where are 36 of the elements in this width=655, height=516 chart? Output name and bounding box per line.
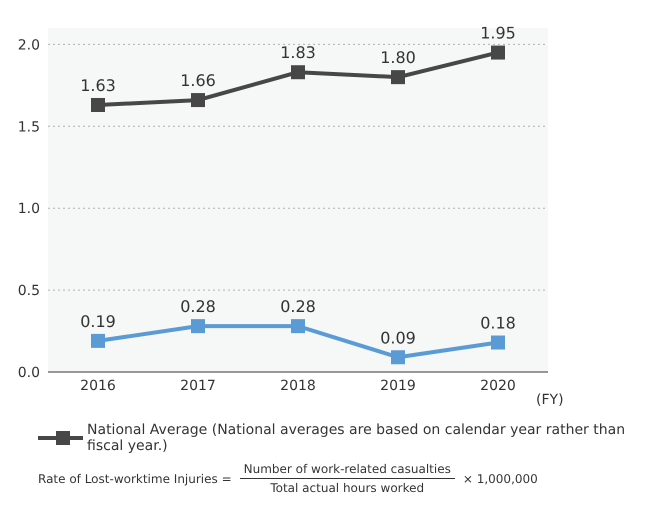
data-label: 1.80: [380, 48, 416, 68]
x-tick-label: 2018: [280, 378, 316, 394]
x-tick-label: 2019: [380, 378, 416, 394]
point: [391, 70, 405, 84]
point: [191, 319, 205, 334]
data-label: 1.63: [80, 76, 116, 95]
text: Rate of Lost-worktime Injuries =: [38, 472, 232, 486]
y-tick-label: 1.5: [18, 119, 40, 136]
data-label: 0.28: [180, 297, 216, 316]
data-label: 0.18: [480, 314, 516, 333]
data-label: 1.66: [180, 71, 216, 90]
point: [91, 98, 105, 112]
data-label: 0.28: [280, 297, 316, 316]
point: [491, 336, 505, 350]
text: Total actual hours worked: [270, 480, 424, 495]
y-tick-label: 0.5: [18, 283, 40, 300]
y-tick-label: 0.0: [18, 364, 40, 381]
point: [291, 65, 305, 80]
point: [191, 93, 205, 108]
legend-label: National Average (National averages are based on calendar year rather than fiscal year.): [87, 422, 626, 454]
point: [291, 319, 305, 334]
text: × 1,000,000: [462, 472, 538, 486]
data-label: 1.83: [280, 43, 316, 62]
text: Number of work-related casualties: [240, 462, 455, 479]
point: [391, 350, 405, 364]
data-label: 0.19: [80, 312, 116, 331]
y-tick-label: 1.0: [18, 201, 40, 218]
x-tick-label: 2020: [480, 378, 516, 394]
y-tick-label: 2.0: [18, 37, 40, 54]
point: [91, 334, 105, 348]
x-tick-label: 2017: [180, 378, 216, 394]
x-axis-title: (FY): [536, 392, 564, 408]
point: [491, 46, 505, 60]
data-label: 0.09: [380, 328, 416, 348]
data-label: 1.95: [480, 24, 516, 43]
x-tick-label: 2016: [80, 378, 116, 394]
